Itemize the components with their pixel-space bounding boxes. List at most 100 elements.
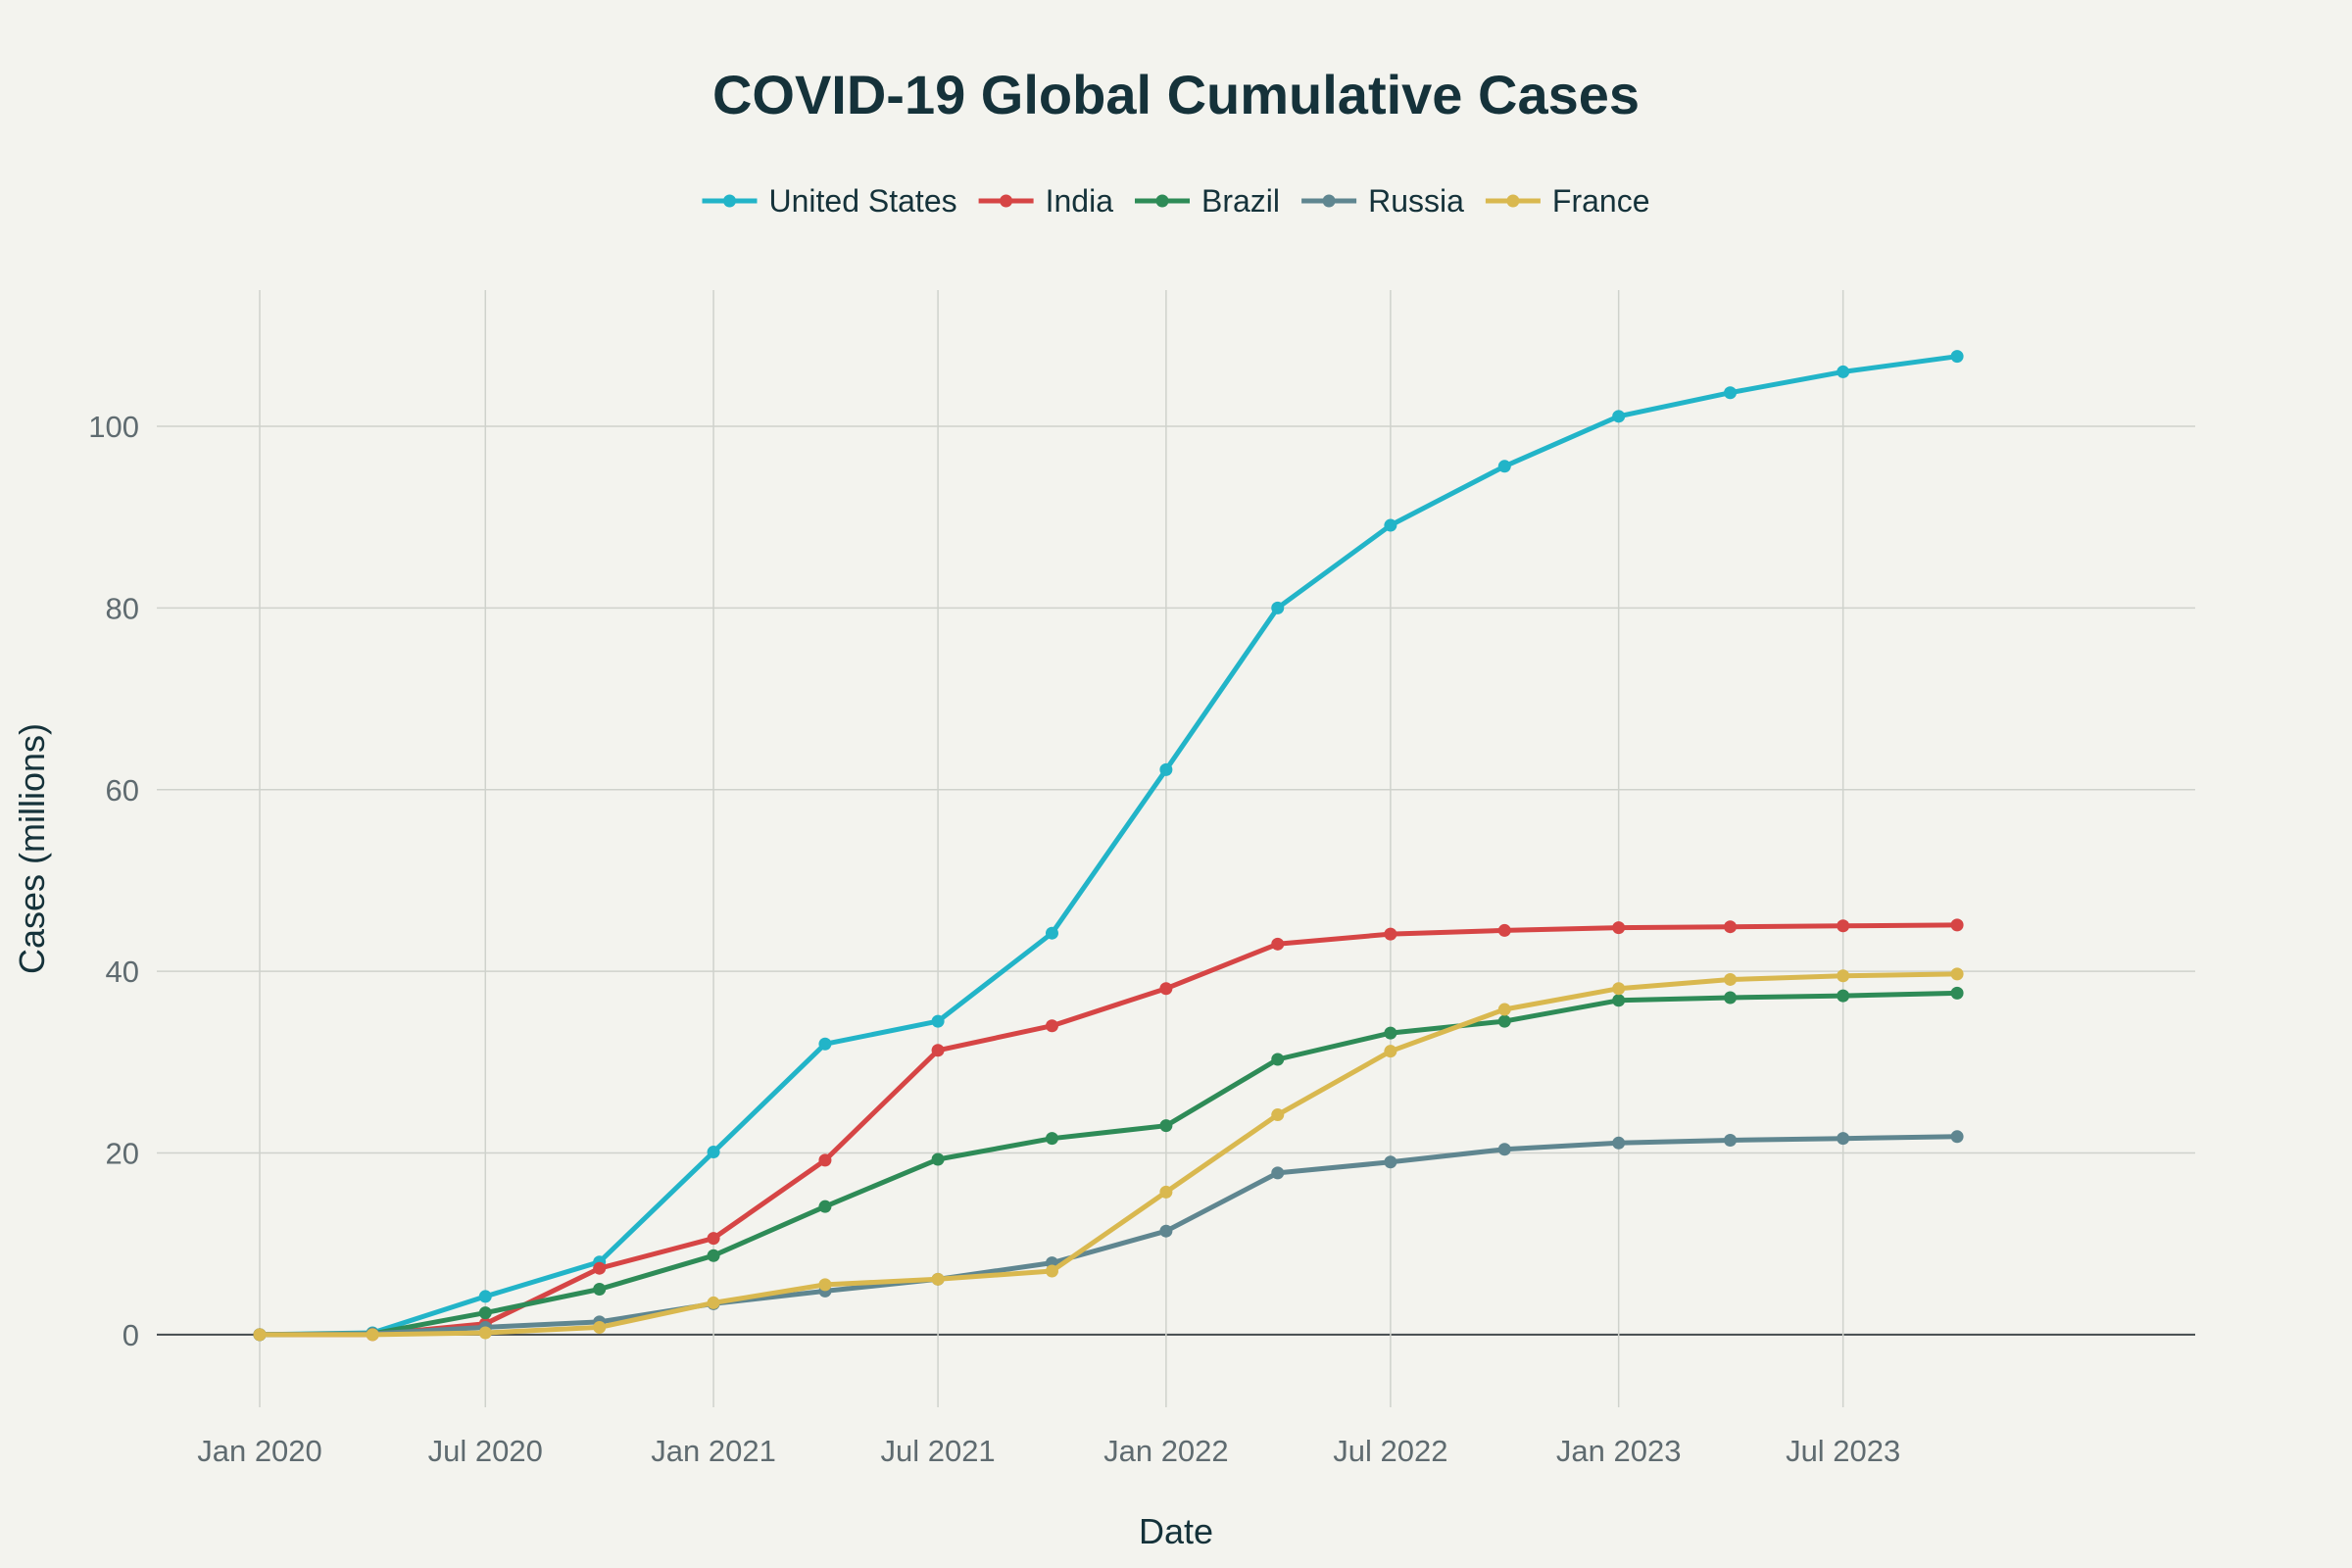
data-point	[1159, 1185, 1173, 1199]
data-point	[1837, 989, 1850, 1003]
series-france	[253, 967, 1964, 1342]
data-point	[818, 1037, 832, 1051]
data-point	[1724, 386, 1738, 400]
data-point	[1045, 926, 1058, 940]
x-axis-title: Date	[1139, 1511, 1213, 1551]
data-point	[1497, 1143, 1511, 1156]
data-point	[707, 1296, 720, 1309]
series-brazil	[253, 986, 1964, 1342]
data-point	[1612, 1136, 1626, 1150]
data-point	[1384, 518, 1397, 532]
data-point	[818, 1153, 832, 1167]
legend-label: France	[1552, 183, 1650, 219]
y-tick-label: 80	[106, 591, 139, 625]
data-point	[1724, 972, 1738, 986]
x-tick-label: Jul 2020	[428, 1434, 543, 1468]
data-point	[1271, 601, 1285, 614]
legend-swatch-marker	[1000, 194, 1013, 208]
data-point	[478, 1290, 492, 1303]
y-axis: 0 20 40 60 80 100	[88, 410, 139, 1352]
data-point	[818, 1200, 832, 1213]
data-point	[707, 1146, 720, 1159]
y-tick-label: 40	[106, 955, 139, 989]
data-point	[1159, 1224, 1173, 1238]
data-point	[1497, 1014, 1511, 1028]
data-point	[1384, 1026, 1397, 1040]
data-point	[1612, 410, 1626, 423]
legend-item: United States	[702, 183, 957, 219]
series-line	[257, 1134, 1960, 1338]
data-point	[1837, 969, 1850, 983]
y-axis-title: Cases (millions)	[12, 723, 52, 974]
y-tick-label: 60	[106, 773, 139, 808]
data-point	[1497, 923, 1511, 937]
data-point	[818, 1278, 832, 1292]
data-point	[1384, 927, 1397, 941]
data-point	[1045, 1264, 1058, 1278]
data-point	[1612, 921, 1626, 935]
series-united-states	[253, 350, 1964, 1342]
y-tick-label: 20	[106, 1136, 139, 1170]
legend-label: United States	[769, 183, 957, 219]
data-point	[1159, 982, 1173, 996]
data-point	[1159, 762, 1173, 776]
data-point	[1950, 1130, 1964, 1144]
legend-swatch-marker	[1506, 194, 1520, 208]
legend-item: Brazil	[1135, 183, 1280, 219]
data-point	[593, 1320, 607, 1334]
data-point	[1724, 920, 1738, 934]
data-point	[1271, 1108, 1285, 1122]
legend-label: Russia	[1368, 183, 1464, 219]
x-tick-label: Jul 2022	[1333, 1434, 1447, 1468]
series-line	[257, 971, 1960, 1338]
data-point	[1045, 1132, 1058, 1146]
data-point	[1950, 918, 1964, 932]
legend-swatch-marker	[1155, 194, 1169, 208]
data-point	[707, 1232, 720, 1246]
data-point	[707, 1249, 720, 1262]
series-india	[253, 918, 1964, 1342]
data-point	[1271, 1166, 1285, 1180]
data-point	[1724, 1134, 1738, 1148]
grid	[157, 290, 2195, 1407]
series-line	[257, 922, 1960, 1338]
chart-title: COVID-19 Global Cumulative Cases	[712, 64, 1640, 125]
series-line	[257, 354, 1960, 1338]
legend: United States India Brazil Russia France	[702, 183, 1650, 219]
data-point	[1950, 350, 1964, 364]
data-point	[366, 1328, 379, 1342]
data-point	[1950, 967, 1964, 981]
data-point	[1837, 919, 1850, 933]
data-point	[593, 1261, 607, 1275]
legend-label: India	[1046, 183, 1114, 219]
data-point	[1045, 1019, 1058, 1033]
x-tick-label: Jan 2023	[1556, 1434, 1682, 1468]
data-point	[931, 1272, 945, 1286]
data-point	[1271, 1053, 1285, 1066]
y-tick-label: 100	[88, 410, 139, 444]
x-tick-label: Jul 2021	[880, 1434, 995, 1468]
data-point	[1271, 937, 1285, 951]
data-point	[1612, 994, 1626, 1007]
legend-item: India	[978, 183, 1114, 219]
x-tick-label: Jan 2021	[651, 1434, 776, 1468]
data-point	[1384, 1045, 1397, 1058]
series-line	[257, 990, 1960, 1338]
legend-swatch-marker	[723, 194, 736, 208]
data-point	[1724, 991, 1738, 1004]
data-point	[1837, 1132, 1850, 1146]
data-point	[931, 1044, 945, 1057]
data-point	[1497, 1003, 1511, 1016]
data-point	[1159, 1119, 1173, 1133]
data-point	[931, 1152, 945, 1166]
data-point	[1612, 982, 1626, 996]
x-tick-label: Jan 2020	[197, 1434, 322, 1468]
series-layer	[253, 350, 1964, 1342]
data-point	[1497, 460, 1511, 473]
data-point	[1837, 365, 1850, 378]
x-axis: Jan 2020 Jul 2020 Jan 2021 Jul 2021 Jan 2022…	[197, 1434, 1900, 1468]
data-point	[593, 1283, 607, 1297]
data-point	[253, 1328, 267, 1342]
